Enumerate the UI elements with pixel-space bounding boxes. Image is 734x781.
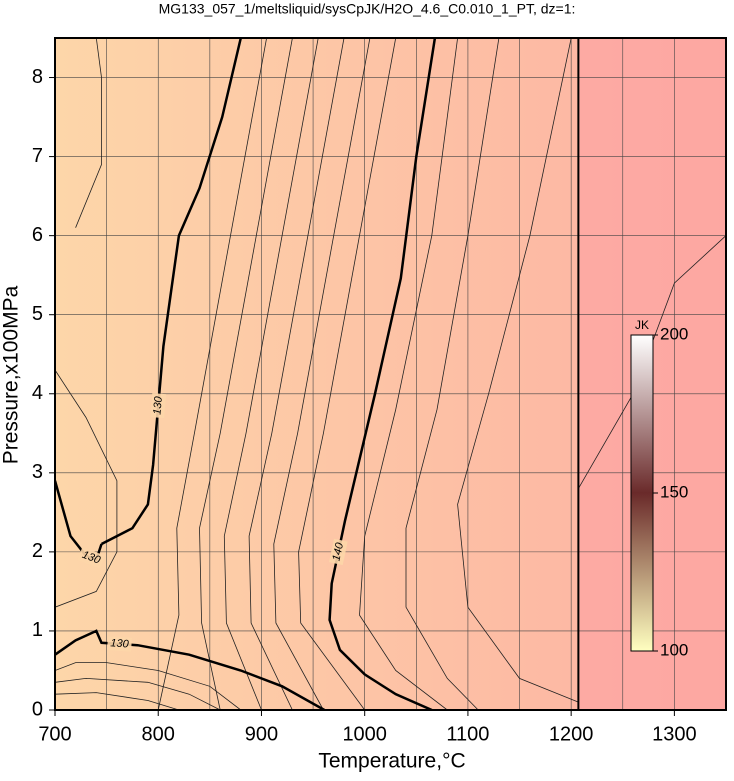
y-tick-label: 8: [32, 66, 43, 88]
chart-title: MG133_057_1/meltsliquid/sysCpJK/H2O_4.6_…: [159, 1, 576, 17]
plot-frame: [54, 37, 727, 711]
contour-line: [223, 38, 319, 710]
colorbar-tick-label: 150: [660, 482, 688, 501]
y-tick-label: 6: [32, 224, 43, 246]
contour-line: [55, 692, 180, 710]
contour-line: [75, 38, 102, 228]
contour-label: 130: [110, 637, 130, 650]
contour-line: [157, 38, 267, 710]
contour-label-bg: [150, 393, 167, 419]
x-tick-label: 700: [38, 723, 71, 745]
contour-line: [55, 369, 118, 608]
contour-label: 130: [151, 395, 165, 415]
contour-line: [298, 38, 397, 710]
contour-line: [578, 235, 726, 489]
contour-label: 140: [331, 541, 347, 562]
contour-line: [199, 38, 293, 710]
contour-line: [359, 38, 458, 710]
contour-line: [273, 38, 371, 710]
y-tick-label: 1: [32, 619, 43, 641]
x-tick-label: 1200: [549, 723, 594, 745]
colorbar: [630, 334, 654, 652]
contour-line: [55, 677, 221, 710]
contour-line: [55, 662, 242, 710]
contour-line: [248, 38, 345, 710]
y-tick-label: 7: [32, 145, 43, 167]
contour-label-bg: [107, 636, 132, 652]
y-tick-label: 5: [32, 303, 43, 325]
y-tick-label: 2: [32, 540, 43, 562]
contour-label-bg: [329, 538, 348, 566]
x-tick-label: 1300: [652, 723, 697, 745]
colorbar-tick-label: 200: [660, 324, 688, 343]
colorbar-tick-label: 100: [660, 640, 688, 659]
contour-line: [457, 38, 579, 703]
x-tick-label: 1000: [342, 723, 387, 745]
x-tick-label: 900: [245, 723, 278, 745]
contour-label-bg: [77, 546, 105, 569]
colorbar-label: JK: [635, 318, 649, 332]
y-axis-label: Pressure,x100MPa: [0, 285, 23, 464]
y-tick-label: 3: [32, 461, 43, 483]
y-tick-label: 4: [32, 382, 43, 404]
contour-line: [328, 38, 437, 710]
x-tick-label: 800: [142, 723, 175, 745]
contour-line: [55, 629, 326, 710]
contour-line: [405, 38, 500, 710]
x-tick-label: 1100: [446, 723, 489, 745]
y-tick-label: 0: [32, 698, 43, 720]
x-axis-label: Temperature,°C: [318, 750, 465, 773]
